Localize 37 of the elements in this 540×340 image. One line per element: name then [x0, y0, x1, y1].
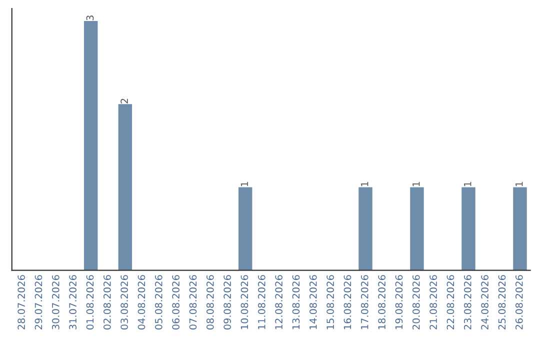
x-tick-label: 13.08.2026: [292, 275, 300, 330]
x-tick-label: 15.08.2026: [326, 275, 334, 330]
data-label: 1: [412, 182, 420, 186]
x-tick-label: 14.08.2026: [309, 275, 317, 330]
x-tick-label: 18.08.2026: [378, 275, 386, 330]
x-tick-label: 17.08.2026: [360, 275, 368, 330]
data-label: 1: [464, 182, 472, 186]
x-tick-label: 31.07.2026: [69, 275, 76, 330]
data-label: 1: [240, 182, 248, 186]
data-label: 1: [361, 182, 368, 186]
x-tick-label: 06.08.2026: [172, 275, 180, 330]
data-label: 3: [86, 16, 94, 20]
x-tick-label: 02.08.2026: [103, 275, 111, 330]
x-tick-label: 26.08.2026: [515, 275, 523, 330]
x-tick-label: 20.08.2026: [412, 275, 420, 330]
x-tick-label: 11.08.2026: [258, 275, 266, 330]
x-tick-label: 16.08.2026: [344, 275, 352, 330]
x-tick-label: 28.07.2026: [18, 275, 25, 330]
data-label: 2: [120, 98, 128, 104]
x-tick-label: 10.08.2026: [240, 275, 248, 330]
data-label: 1: [516, 182, 523, 186]
x-tick-label: 19.08.2026: [395, 275, 403, 330]
x-tick-label: 08.08.2026: [206, 275, 214, 330]
x-tick-label: 12.08.2026: [275, 275, 282, 330]
x-tick-label: 29.07.2026: [34, 275, 42, 330]
x-tick-label: 04.08.2026: [138, 275, 146, 330]
x-tick-label: 21.08.2026: [430, 275, 437, 330]
x-tick-label: 25.08.2026: [498, 275, 506, 330]
x-tick-label: 03.08.2026: [120, 275, 128, 330]
x-tick-label: 05.08.2026: [154, 275, 162, 330]
x-tick-label: 24.08.2026: [481, 275, 488, 330]
x-tick-label: 09.08.2026: [224, 275, 231, 330]
x-tick-label: 22.08.2026: [446, 275, 454, 330]
x-tick-label: 30.07.2026: [52, 275, 60, 330]
x-tick-label: 23.08.2026: [464, 275, 472, 330]
x-tick-label: 01.08.2026: [86, 275, 94, 330]
x-tick-label: 07.08.2026: [189, 275, 197, 330]
